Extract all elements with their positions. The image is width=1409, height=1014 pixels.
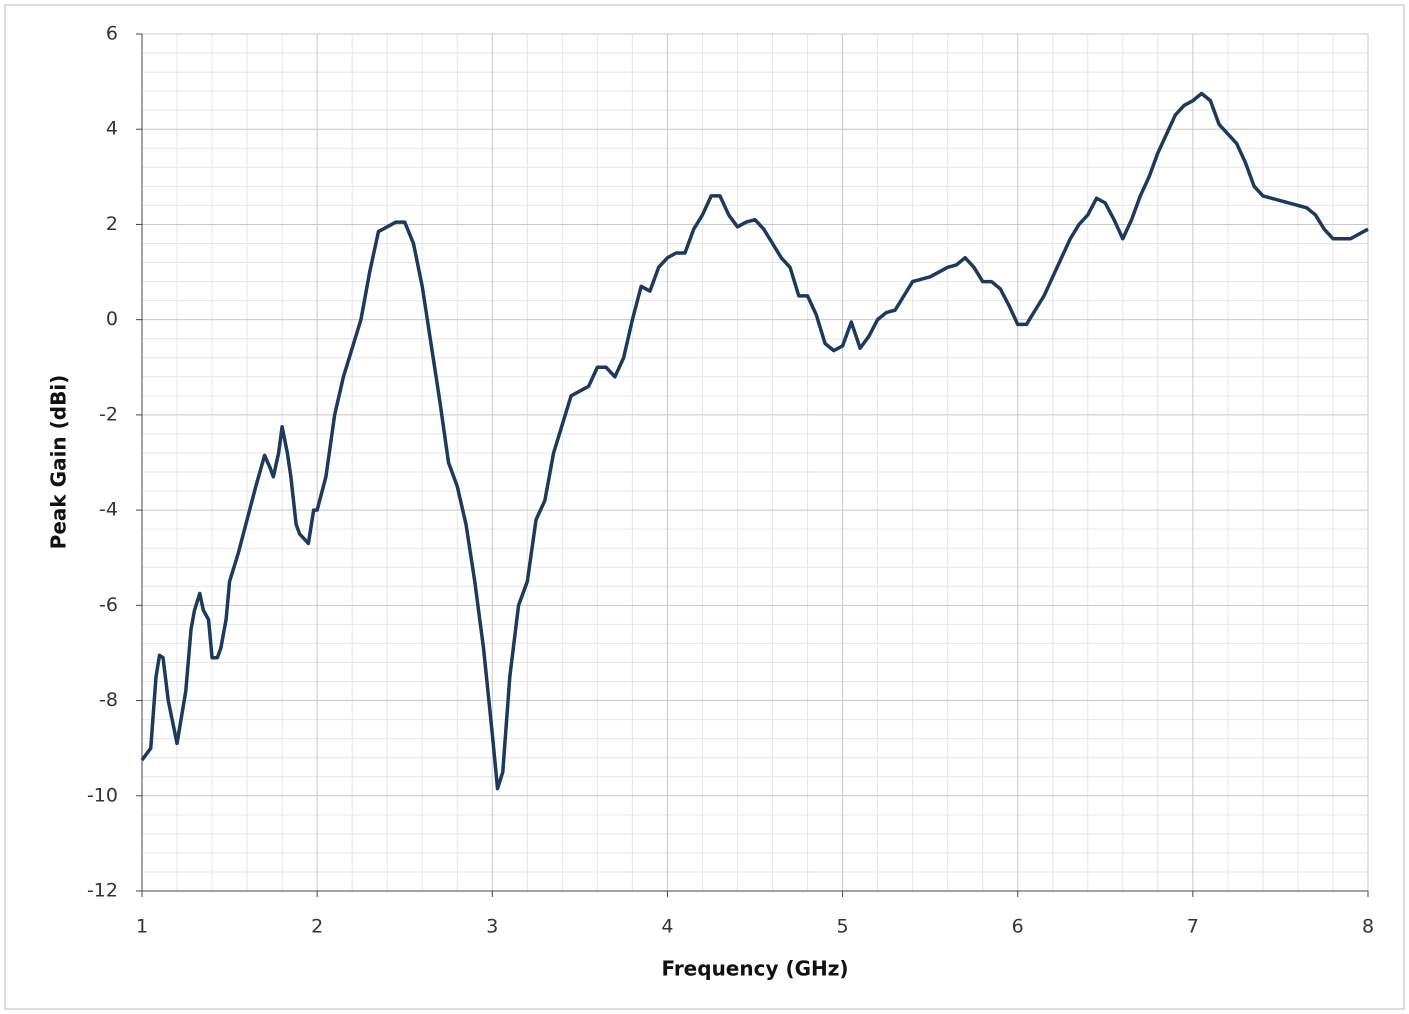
x-tick-label: 8 [1362, 916, 1374, 938]
x-tick-label: 7 [1187, 916, 1199, 938]
y-tick-label: -4 [99, 499, 118, 521]
y-tick-label: 4 [106, 118, 118, 140]
y-tick-label: -12 [87, 880, 118, 902]
x-tick-label: 5 [837, 916, 849, 938]
x-tick-label: 2 [311, 916, 323, 938]
x-tick-label: 1 [136, 916, 148, 938]
y-tick-label: -6 [99, 594, 118, 616]
y-tick-label: -8 [99, 689, 118, 711]
x-tick-label: 4 [661, 916, 673, 938]
x-axis-title: Frequency (GHz) [661, 957, 848, 981]
y-tick-label: 0 [106, 308, 118, 330]
data-line [140, 91, 1369, 791]
chart-frame [4, 4, 1405, 1010]
y-tick-label: -2 [99, 403, 118, 425]
y-tick-label: -10 [87, 784, 118, 806]
x-tick-label: 6 [1012, 916, 1024, 938]
y-tick-label: 6 [106, 23, 118, 45]
x-tick-label: 3 [486, 916, 498, 938]
y-tick-label: 2 [106, 213, 118, 235]
y-axis-title: Peak Gain (dBi) [47, 375, 71, 550]
